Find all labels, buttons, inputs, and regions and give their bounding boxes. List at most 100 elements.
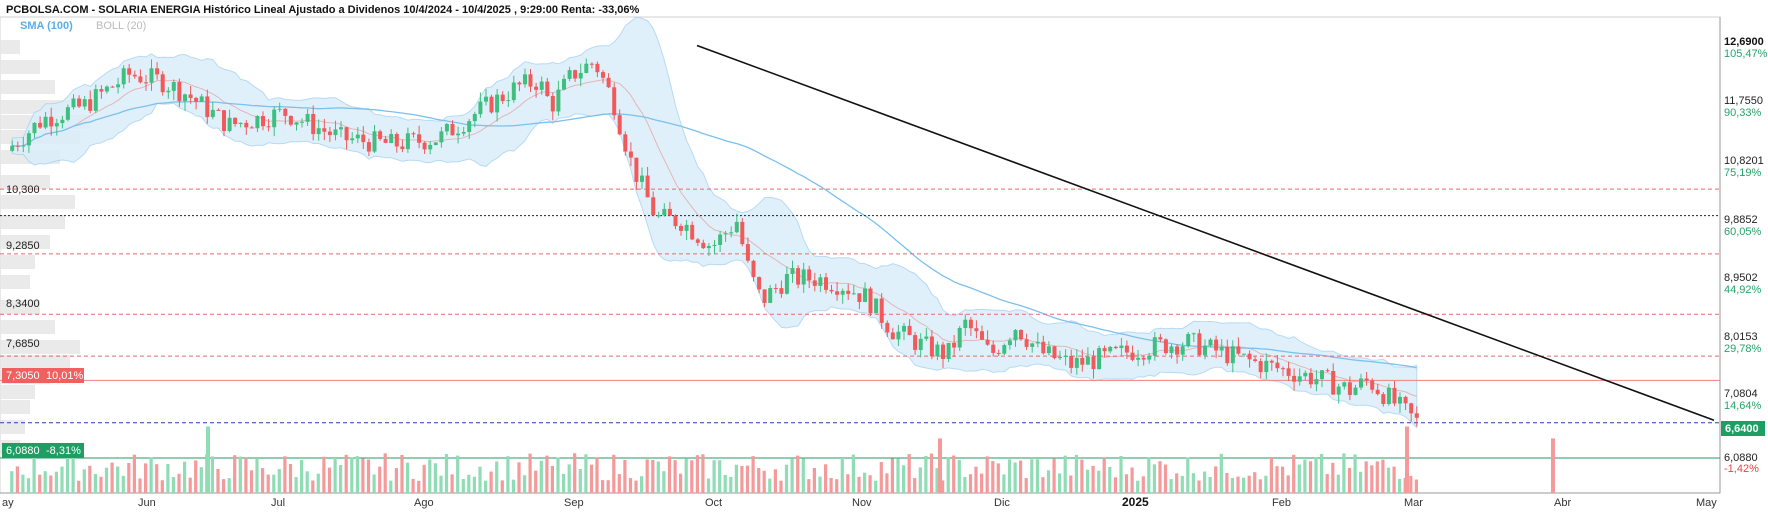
candle-body — [1353, 387, 1358, 395]
candle-body — [405, 133, 410, 150]
candle-body — [199, 96, 204, 102]
volume-bar — [378, 466, 382, 493]
volume-bar — [851, 454, 855, 493]
candle-body — [272, 109, 277, 128]
sma-legend[interactable]: SMA (100) — [20, 20, 73, 32]
candle-body — [980, 331, 984, 340]
candle-body — [1258, 361, 1263, 373]
candle-body — [1370, 380, 1375, 390]
candle-body — [985, 339, 990, 345]
candle-body — [177, 82, 182, 102]
volume-bar — [272, 474, 276, 493]
x-axis-labels: ay Jun Jul Ago Sep Oct Nov Dic 2025 Feb … — [2, 495, 1717, 509]
x-tick-may-2025: May — [1696, 497, 1717, 509]
y-tick-7: 7,0804 — [1724, 388, 1758, 400]
volume-bar — [1386, 467, 1391, 493]
candle-body — [567, 70, 572, 79]
volume-bar — [690, 460, 694, 493]
volume-bar — [316, 473, 320, 493]
volume-bar — [1347, 467, 1352, 493]
candle-body — [478, 101, 483, 115]
candle-body — [1303, 372, 1308, 377]
candle-body — [628, 151, 633, 158]
low-badge-price: 6,0880 — [6, 445, 40, 457]
candle-body — [534, 86, 539, 90]
candle-body — [1175, 346, 1180, 355]
volume-bar — [1069, 475, 1073, 493]
candle-body — [489, 96, 494, 113]
volume-bar — [996, 463, 1000, 493]
candle-body — [890, 332, 895, 340]
candle-body — [606, 77, 611, 88]
volume-bar — [149, 457, 153, 493]
volume-bar — [896, 458, 900, 493]
candle-body — [32, 122, 37, 134]
boll-legend[interactable]: BOLL (20) — [96, 20, 146, 32]
candle-body — [116, 84, 121, 88]
volume-bar — [1275, 466, 1279, 493]
volume-bar — [484, 480, 488, 493]
volume-bar — [796, 455, 800, 493]
y-pct-8: -1,42% — [1724, 463, 1759, 475]
candle-body — [1203, 345, 1207, 356]
volume-bar — [868, 475, 872, 493]
volume-bar — [194, 460, 198, 493]
candle-body — [433, 142, 438, 145]
volume-bar — [166, 463, 170, 493]
volume-bar — [1331, 462, 1335, 493]
volume-bar — [606, 480, 610, 493]
volume-bar — [1258, 479, 1262, 493]
volume-bar — [1342, 453, 1346, 493]
level-label-2: 9,2850 — [6, 240, 40, 252]
level-label-1: 10,300 — [6, 184, 40, 196]
candle-body — [550, 96, 555, 112]
candle-body — [1230, 346, 1235, 364]
candle-body — [929, 336, 934, 357]
volume-bar — [534, 470, 538, 493]
candle-body — [1242, 353, 1246, 355]
candle-body — [54, 123, 59, 127]
candle-body — [578, 72, 583, 79]
volume-bar — [417, 480, 421, 493]
candle-body — [762, 289, 767, 303]
volume-bar — [1180, 475, 1184, 493]
candle-body — [863, 288, 867, 302]
volume-profile-bar-2 — [0, 60, 40, 74]
candle-body — [1130, 352, 1135, 360]
candle-body — [283, 108, 288, 116]
candle-body — [93, 89, 98, 111]
candle-body — [43, 116, 48, 128]
chart-title: PCBOLSA.COM - SOLARIA ENERGIA Histórico … — [6, 4, 640, 16]
volume-bar — [1186, 457, 1190, 493]
volume-bar — [355, 456, 359, 493]
volume-bar — [1325, 474, 1329, 493]
volume-bar — [1163, 464, 1168, 493]
high-badge-price: 7,3050 — [6, 370, 40, 382]
candle-body — [1398, 396, 1402, 404]
candle-body — [1236, 346, 1241, 354]
volume-bar — [227, 478, 231, 493]
volume-bar — [116, 466, 120, 493]
volume-bar — [846, 474, 850, 493]
candle-body — [389, 134, 394, 143]
x-tick-oct: Oct — [705, 497, 722, 509]
volume-profile-bar-17 — [0, 355, 70, 369]
x-tick-feb: Feb — [1272, 497, 1291, 509]
candle-body — [612, 87, 617, 116]
candle-body — [233, 117, 238, 124]
volume-bar — [255, 459, 259, 493]
candle-body — [82, 99, 87, 107]
volume-bar — [478, 466, 482, 493]
volume-bar — [99, 476, 103, 493]
volume-bar — [779, 480, 783, 493]
x-tick-may: ay — [2, 497, 14, 509]
candle-body — [1275, 362, 1280, 369]
candle-body — [751, 260, 756, 278]
volume-profile-bar-9 — [0, 195, 75, 209]
volume-bar — [1074, 454, 1078, 493]
volume-bar — [1269, 457, 1273, 493]
candle-body — [266, 126, 271, 128]
volume-bar — [1175, 473, 1179, 493]
volume-bar — [1035, 459, 1039, 493]
volume-bar — [651, 459, 655, 493]
